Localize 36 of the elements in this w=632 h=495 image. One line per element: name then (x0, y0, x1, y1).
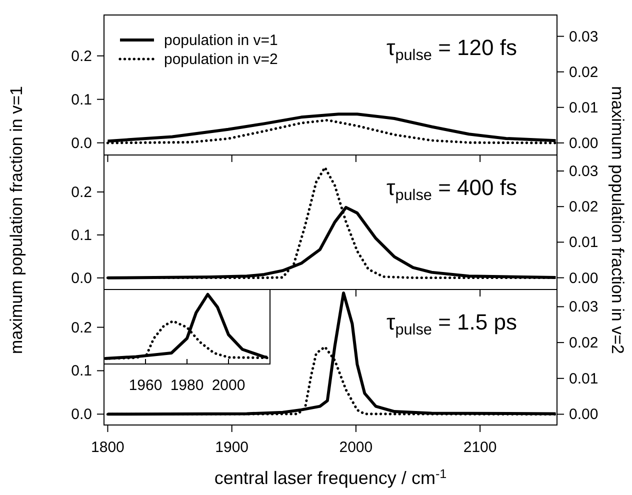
x-tick-label: 1800 (91, 439, 124, 456)
y-tick-label: 0.2 (71, 319, 92, 336)
x-axis-title: central laser frequency / cm$^{-1}$ (214, 467, 447, 488)
annotation: τ$_{pulse}$ = 1.5 ps (386, 310, 517, 338)
legend-label: population in v=1 (164, 32, 278, 49)
x-tick-label: 2100 (463, 439, 497, 456)
y2-tick-label: 0.02 (569, 198, 598, 216)
y2-tick-label: 0.01 (569, 370, 598, 388)
y2-tick-label: 0.01 (569, 234, 598, 252)
y2-axis-title: maximum population fraction in v=2 (608, 86, 627, 354)
x-tick-label: 1960 (128, 377, 162, 394)
y-tick-label: 0.0 (71, 406, 92, 424)
y-axis-title: maximum population fraction in v=1 (7, 86, 26, 354)
y-tick-label: 0.2 (71, 48, 92, 65)
y2-tick-label: 0.00 (569, 134, 598, 152)
y2-tick-label: 0.00 (569, 406, 598, 424)
y-tick-label: 0.0 (71, 270, 92, 287)
y2-tick-label: 0.01 (569, 99, 598, 116)
x-tick-label: 2000 (212, 377, 246, 394)
y2-tick-label: 0.00 (569, 270, 598, 287)
y2-tick-label: 0.02 (569, 64, 598, 81)
y2-tick-label: 0.03 (569, 28, 598, 46)
y-tick-label: 0.0 (71, 134, 92, 152)
x-tick-label: 1900 (215, 439, 249, 456)
annotation: τ$_{pulse}$ = 400 fs (386, 175, 517, 204)
y2-tick-label: 0.03 (569, 163, 598, 180)
y-tick-label: 0.1 (71, 226, 92, 244)
annotation: τ$_{pulse}$ = 120 fs (386, 35, 517, 64)
y-tick-label: 0.1 (71, 91, 92, 108)
y2-tick-label: 0.03 (569, 298, 598, 316)
y-tick-label: 0.1 (71, 362, 92, 380)
y-tick-label: 0.2 (71, 184, 92, 201)
x-tick-label: 2000 (339, 439, 373, 456)
y2-tick-label: 0.02 (569, 334, 598, 352)
x-tick-label: 1980 (170, 377, 204, 394)
legend-label: population in v=2 (164, 51, 278, 68)
